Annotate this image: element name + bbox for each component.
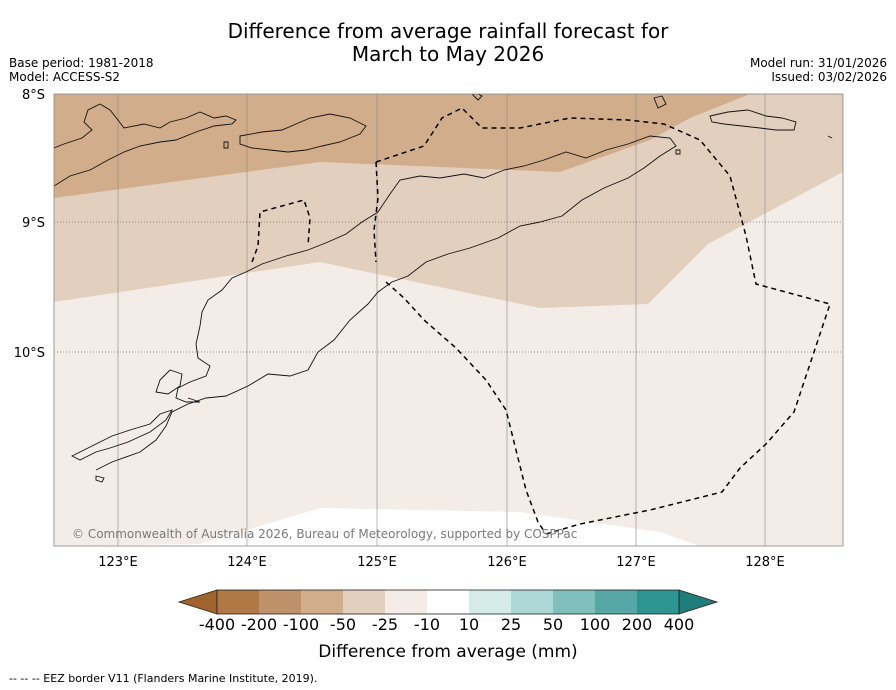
- copyright-notice: © Commonwealth of Australia 2026, Bureau…: [72, 527, 577, 541]
- model-name: Model: ACCESS-S2: [9, 70, 121, 84]
- colorbar-segment: [511, 590, 553, 614]
- islet-4: [471, 94, 483, 101]
- colorbar-tick: 400: [664, 615, 695, 634]
- colorbar-tick: -200: [241, 615, 277, 634]
- colorbar-tick: -10: [414, 615, 440, 634]
- colorbar-frame: [216, 589, 680, 615]
- colorbar-segment: [427, 590, 469, 614]
- meta-right: Model run: 31/01/2026 Issued: 03/02/2026: [750, 56, 887, 84]
- colorbar-extend-low: [177, 589, 218, 615]
- map-area: [54, 94, 843, 546]
- meta-left: Base period: 1981-2018 Model: ACCESS-S2: [9, 56, 154, 84]
- colorbar-segment: [259, 590, 301, 614]
- eez-west: [373, 161, 379, 263]
- colorbar-segment: [385, 590, 427, 614]
- issued-date: Issued: 03/02/2026: [771, 70, 887, 84]
- title-line-2: March to May 2026: [351, 42, 545, 66]
- islet-2: [675, 149, 681, 155]
- eez-south: [385, 281, 547, 535]
- map-title: Difference from average rainfall forecas…: [0, 20, 896, 66]
- colorbar-tick: 200: [622, 615, 653, 634]
- coastlines: [54, 94, 833, 483]
- lon-label: 124°E: [227, 555, 267, 570]
- lon-label: 126°E: [487, 555, 527, 570]
- colorbar-segment: [553, 590, 595, 614]
- lat-label: 9°S: [22, 216, 45, 231]
- colorbar-tick: -400: [199, 615, 235, 634]
- colorbar-segment: [217, 590, 259, 614]
- lat-label: 8°S: [22, 88, 45, 103]
- model-run: Model run: 31/01/2026: [749, 56, 887, 70]
- lon-labels: 123°E 124°E 125°E 126°E 127°E 128°E: [98, 555, 785, 570]
- colorbar-segment: [301, 590, 343, 614]
- eez-legend-note: -- -- -- EEZ border V11 (Flanders Marine…: [9, 672, 318, 685]
- colorbar-tick: 10: [459, 615, 479, 634]
- lon-label: 127°E: [616, 555, 656, 570]
- wetar-coast: [709, 109, 797, 131]
- colorbar-label: Difference from average (mm): [318, 642, 577, 662]
- eez-north: [375, 107, 831, 535]
- lon-label: 128°E: [745, 555, 785, 570]
- alor-coast: [239, 113, 367, 153]
- flores-coast: [54, 103, 237, 187]
- colorbar-segment: [637, 590, 679, 614]
- colorbar-segment: [469, 590, 511, 614]
- colorbar-segment: [595, 590, 637, 614]
- ndao-coast: [95, 475, 105, 483]
- islet-3: [223, 141, 229, 149]
- colorbar-tick: -100: [283, 615, 319, 634]
- eez-oecusse: [251, 199, 311, 263]
- islet-5: [827, 135, 833, 139]
- timor-coast: [95, 135, 677, 471]
- base-period: Base period: 1981-2018: [9, 56, 154, 70]
- shade-minus50-to-minus100: [54, 94, 750, 198]
- colorbar-tick: -25: [372, 615, 398, 634]
- colorbar-tick: -50: [330, 615, 356, 634]
- lat-labels: 8°S 9°S 10°S: [14, 88, 45, 361]
- lat-label: 10°S: [14, 346, 45, 361]
- colorbar-segment: [343, 590, 385, 614]
- lon-label: 123°E: [98, 555, 138, 570]
- eez-border: [251, 107, 831, 535]
- rote-coast: [70, 409, 174, 461]
- semau-coast: [155, 369, 183, 395]
- colorbar-extend-high: [678, 589, 719, 615]
- colorbar-ticks: -400 -200 -100 -50 -25 -10 10 25 50 100 …: [199, 615, 694, 634]
- title-line-1: Difference from average rainfall forecas…: [227, 19, 669, 43]
- colorbar-tick: 50: [543, 615, 563, 634]
- lon-label: 125°E: [357, 555, 397, 570]
- colorbar-tick: 25: [501, 615, 521, 634]
- islet-1: [653, 95, 667, 109]
- colorbar: [177, 589, 719, 615]
- map-frame: [53, 93, 844, 547]
- colorbar-tick: 100: [580, 615, 611, 634]
